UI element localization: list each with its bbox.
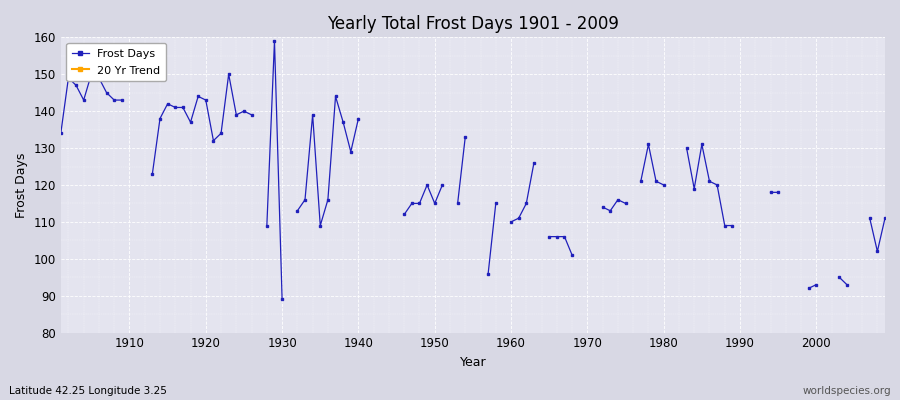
X-axis label: Year: Year [460,356,486,369]
Legend: Frost Days, 20 Yr Trend: Frost Days, 20 Yr Trend [67,43,166,81]
Y-axis label: Frost Days: Frost Days [15,152,28,218]
Text: Latitude 42.25 Longitude 3.25: Latitude 42.25 Longitude 3.25 [9,386,166,396]
Frost Days [506,220,517,224]
Frost Days [605,208,616,213]
Frost Days [116,98,127,102]
Frost Days [292,208,302,213]
Line: Frost Days: Frost Days [59,40,886,301]
Frost Days [338,120,348,125]
Frost Days [56,131,67,136]
Title: Yearly Total Frost Days 1901 - 2009: Yearly Total Frost Days 1901 - 2009 [327,15,619,33]
Frost Days [879,216,890,220]
Text: worldspecies.org: worldspecies.org [803,386,891,396]
Frost Days [513,216,524,220]
